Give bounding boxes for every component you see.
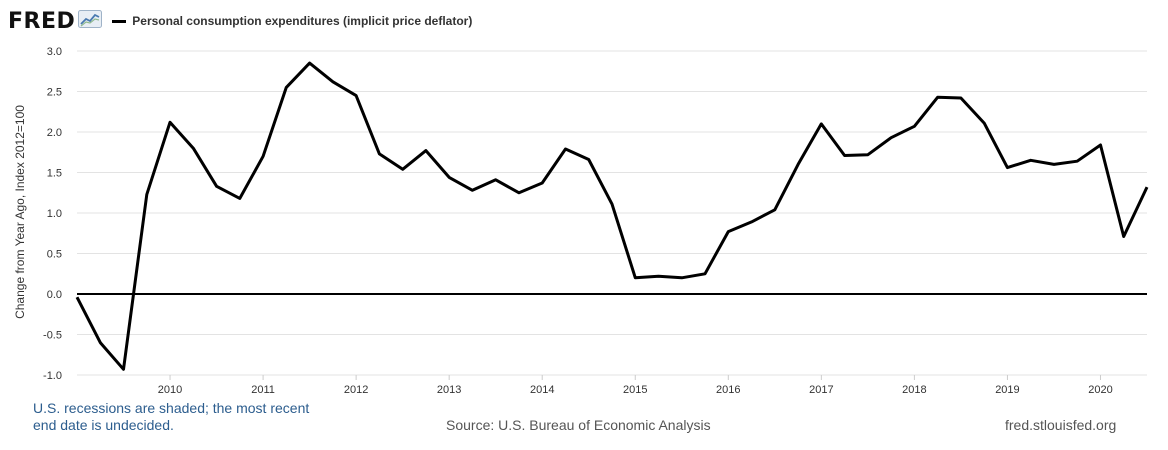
y-tick-label: 2.0: [47, 127, 62, 139]
x-tick-label: 2010: [158, 384, 182, 396]
y-tick-label: 1.0: [47, 208, 62, 220]
y-axis-ticks: 3.0 2.5 2.0 1.5 1.0 0.5 0.0 -0.5 -1.0: [43, 46, 62, 382]
fred-logo-text: FRED: [8, 8, 76, 34]
site-link[interactable]: fred.stlouisfed.org: [1005, 417, 1117, 433]
grid-lines: [77, 50, 1147, 376]
x-tick-label: 2014: [530, 384, 554, 396]
x-tick-label: 2020: [1088, 384, 1112, 396]
x-tick-label: 2017: [809, 384, 833, 396]
trend-chart-icon: [78, 9, 103, 33]
recession-note-line2: end date is undecided.: [33, 417, 174, 433]
x-tick-label: 2013: [437, 384, 461, 396]
x-tick-label: 2016: [716, 384, 740, 396]
recession-note: U.S. recessions are shaded; the most rec…: [33, 400, 333, 434]
x-tick-label: 2011: [251, 384, 275, 396]
series-line[interactable]: [75, 61, 1149, 371]
x-axis-ticks: 2010 2011 2012 2013 2014 2015 2016 2017 2018 2019…: [158, 375, 1113, 396]
y-tick-label: 1.5: [47, 168, 62, 180]
y-tick-label: -1.0: [43, 370, 62, 382]
legend-label: Personal consumption expenditures (impli…: [132, 14, 473, 28]
y-tick-label: 0.5: [47, 249, 62, 261]
y-axis-label: Change from Year Ago, Index 2012=100: [13, 105, 27, 319]
legend-swatch: [112, 19, 127, 23]
y-tick-label: 0.0: [47, 289, 62, 301]
y-tick-label: 3.0: [47, 46, 62, 58]
recession-note-line1: U.S. recessions are shaded; the most rec…: [33, 400, 310, 416]
y-tick-label: 2.5: [47, 87, 62, 99]
fred-logo[interactable]: FRED: [8, 8, 103, 34]
x-tick-label: 2019: [995, 384, 1019, 396]
x-tick-label: 2018: [902, 384, 926, 396]
chart-legend[interactable]: Personal consumption expenditures (impli…: [112, 14, 472, 28]
y-tick-label: -0.5: [43, 330, 62, 342]
x-tick-label: 2012: [344, 384, 368, 396]
chart-header: FRED Personal consumption expenditures (…: [8, 6, 472, 36]
source-text: Source: U.S. Bureau of Economic Analysis: [446, 417, 711, 433]
line-chart[interactable]: 3.02.52.01.51.00.50.0-0.5-1.0 2010 2011 20…: [0, 0, 1168, 400]
x-tick-label: 2015: [623, 384, 647, 396]
